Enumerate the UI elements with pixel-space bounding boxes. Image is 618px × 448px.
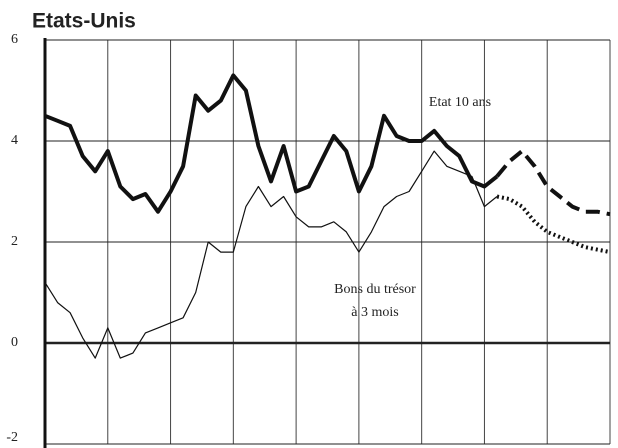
annotation: à 3 mois (351, 305, 398, 320)
y-tick-label: 2 (11, 234, 18, 249)
series-line (496, 194, 611, 255)
chart-title: Etats-Unis (32, 10, 136, 33)
y-tick-label: 6 (11, 32, 18, 47)
series-line (495, 149, 611, 217)
annotation: Etat 10 ans (429, 95, 491, 110)
series-line (44, 150, 498, 359)
y-tick-label: 0 (11, 335, 18, 350)
annotation: Bons du trésor (334, 282, 416, 297)
y-tick-label: -2 (6, 430, 18, 445)
y-tick-label: 4 (11, 133, 18, 148)
series-line (44, 73, 499, 214)
